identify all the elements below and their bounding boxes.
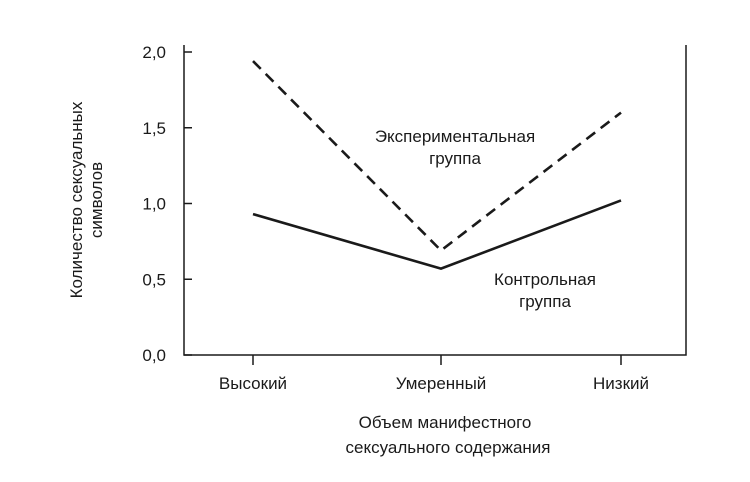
series-line-experimental (252, 60, 622, 253)
x-axis-ticks: Высокий Умеренный Низкий (219, 355, 649, 393)
series-label-control: Контрольная группа (494, 270, 596, 311)
series-label-experimental-line-1: Экспериментальная (375, 127, 535, 146)
series-line-control (252, 199, 622, 271)
series-lines (252, 60, 622, 271)
y-tick-label: 2,0 (142, 43, 166, 62)
y-axis-title-line-2: символов (87, 162, 106, 238)
y-tick-label: 1,0 (142, 195, 166, 214)
y-axis-ticks: 0,0 0,5 1,0 1,5 2,0 (142, 43, 192, 365)
series-label-control-line-2: группа (519, 292, 571, 311)
x-axis-title-line-2: сексуального содержания (346, 438, 551, 457)
series-label-experimental: Экспериментальная группа (375, 127, 535, 168)
x-tick-label: Низкий (593, 374, 649, 393)
y-axis-title: Количество сексуальных символов (67, 101, 106, 298)
y-tick-label: 0,0 (142, 346, 166, 365)
chart-frame (183, 45, 687, 356)
y-tick-label: 1,5 (142, 119, 166, 138)
y-tick-label: 0,5 (142, 270, 166, 289)
series-label-experimental-line-2: группа (429, 149, 481, 168)
x-tick-label: Высокий (219, 374, 287, 393)
y-axis-title-line-1: Количество сексуальных (67, 101, 86, 298)
x-tick-label: Умеренный (396, 374, 487, 393)
series-label-control-line-1: Контрольная (494, 270, 596, 289)
x-axis-title-line-1: Объем манифестного (359, 413, 532, 432)
